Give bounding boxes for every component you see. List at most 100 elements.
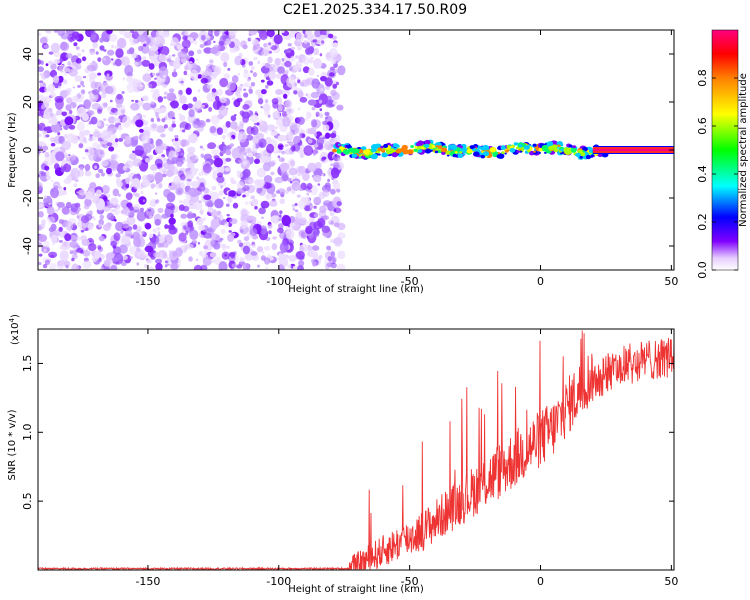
noise-blob — [81, 56, 87, 62]
noise-blob — [142, 199, 146, 203]
noise-blob — [263, 175, 273, 184]
noise-blob — [216, 127, 223, 135]
noise-blob — [156, 125, 166, 133]
noise-blob — [131, 52, 138, 59]
noise-blob — [97, 57, 102, 62]
noise-blob — [38, 261, 42, 266]
noise-blob — [142, 102, 152, 111]
noise-blob — [223, 221, 230, 228]
noise-blob — [142, 143, 148, 149]
noise-blob — [219, 237, 224, 241]
noise-blob — [268, 50, 273, 54]
noise-blob — [144, 254, 149, 260]
noise-blob — [258, 207, 266, 215]
noise-blob — [84, 198, 92, 207]
noise-blob — [98, 223, 103, 228]
noise-blob — [317, 218, 326, 228]
noise-blob — [113, 208, 120, 216]
noise-blob — [282, 116, 291, 128]
colorbar: 0.0 0.2 0.4 0.6 0.8 Normalized spectral ampl… — [696, 29, 749, 279]
band-blob — [568, 144, 573, 148]
band-blob — [551, 144, 558, 150]
noise-blob — [123, 187, 127, 191]
noise-blob — [277, 227, 284, 233]
noise-blob — [178, 232, 187, 242]
noise-blob — [251, 128, 256, 134]
noise-blob — [115, 221, 124, 232]
noise-blob — [55, 112, 59, 116]
noise-blob — [202, 163, 212, 174]
noise-blob — [115, 173, 121, 178]
noise-blob — [150, 183, 155, 189]
noise-blob — [277, 155, 281, 159]
band-blob — [459, 151, 463, 154]
noise-blob — [197, 74, 203, 79]
noise-blob — [132, 79, 142, 87]
noise-blob — [135, 193, 141, 198]
noise-blob — [157, 96, 163, 103]
noise-blob — [319, 30, 327, 37]
noise-blob — [295, 55, 299, 59]
noise-blob — [256, 122, 260, 126]
noise-blob — [80, 229, 85, 233]
band-blob — [500, 145, 506, 150]
noise-blob — [42, 263, 48, 269]
noise-blob — [187, 220, 194, 228]
noise-blob — [214, 198, 224, 209]
noise-blob — [179, 114, 186, 122]
noise-blob — [196, 49, 202, 55]
noise-blob — [260, 255, 266, 261]
noise-blob — [265, 193, 273, 200]
noise-blob — [59, 244, 65, 250]
noise-blob — [84, 163, 91, 172]
noise-blob — [256, 44, 260, 47]
noise-blob — [76, 191, 79, 194]
noise-blob — [60, 190, 68, 196]
noise-blob — [149, 49, 159, 57]
noise-blob — [59, 250, 69, 262]
noise-blob — [89, 240, 92, 243]
x-tick-label: -50 — [401, 275, 419, 288]
noise-blob — [326, 245, 332, 251]
band-blob — [572, 145, 577, 149]
noise-blob — [328, 219, 332, 223]
noise-blob — [122, 77, 126, 81]
noise-blob — [110, 240, 117, 247]
noise-blob — [40, 204, 43, 207]
noise-blob — [77, 53, 82, 57]
noise-blob — [330, 188, 336, 195]
noise-blob — [222, 196, 226, 200]
noise-blob — [225, 149, 232, 156]
noise-blob — [71, 257, 75, 262]
noise-blob — [303, 145, 314, 157]
noise-blob — [328, 72, 335, 77]
band-blob — [424, 139, 431, 145]
noise-blob — [115, 103, 123, 109]
noise-blob — [103, 259, 111, 267]
noise-blob — [188, 256, 193, 262]
noise-blob — [40, 171, 47, 177]
noise-blob — [229, 137, 233, 141]
noise-blob — [141, 44, 150, 54]
noise-blob — [45, 134, 50, 138]
noise-blob — [59, 58, 64, 63]
noise-blob — [226, 214, 230, 217]
band-blob — [401, 144, 408, 150]
noise-blob — [330, 163, 334, 166]
noise-blob — [170, 213, 174, 218]
spectrogram-x-label: Height of straight line (km) — [288, 284, 424, 295]
noise-blob — [182, 129, 186, 133]
noise-blob — [38, 223, 46, 229]
noise-blob — [279, 241, 289, 253]
noise-blob — [75, 58, 82, 64]
noise-blob — [167, 110, 175, 119]
noise-blob — [65, 220, 74, 231]
noise-blob — [207, 206, 214, 213]
noise-blob — [297, 79, 301, 84]
noise-blob — [279, 254, 289, 261]
noise-blob — [302, 172, 310, 181]
band-blob — [538, 148, 543, 152]
noise-blob — [257, 60, 261, 65]
noise-blob — [76, 106, 87, 117]
noise-blob — [309, 205, 314, 209]
